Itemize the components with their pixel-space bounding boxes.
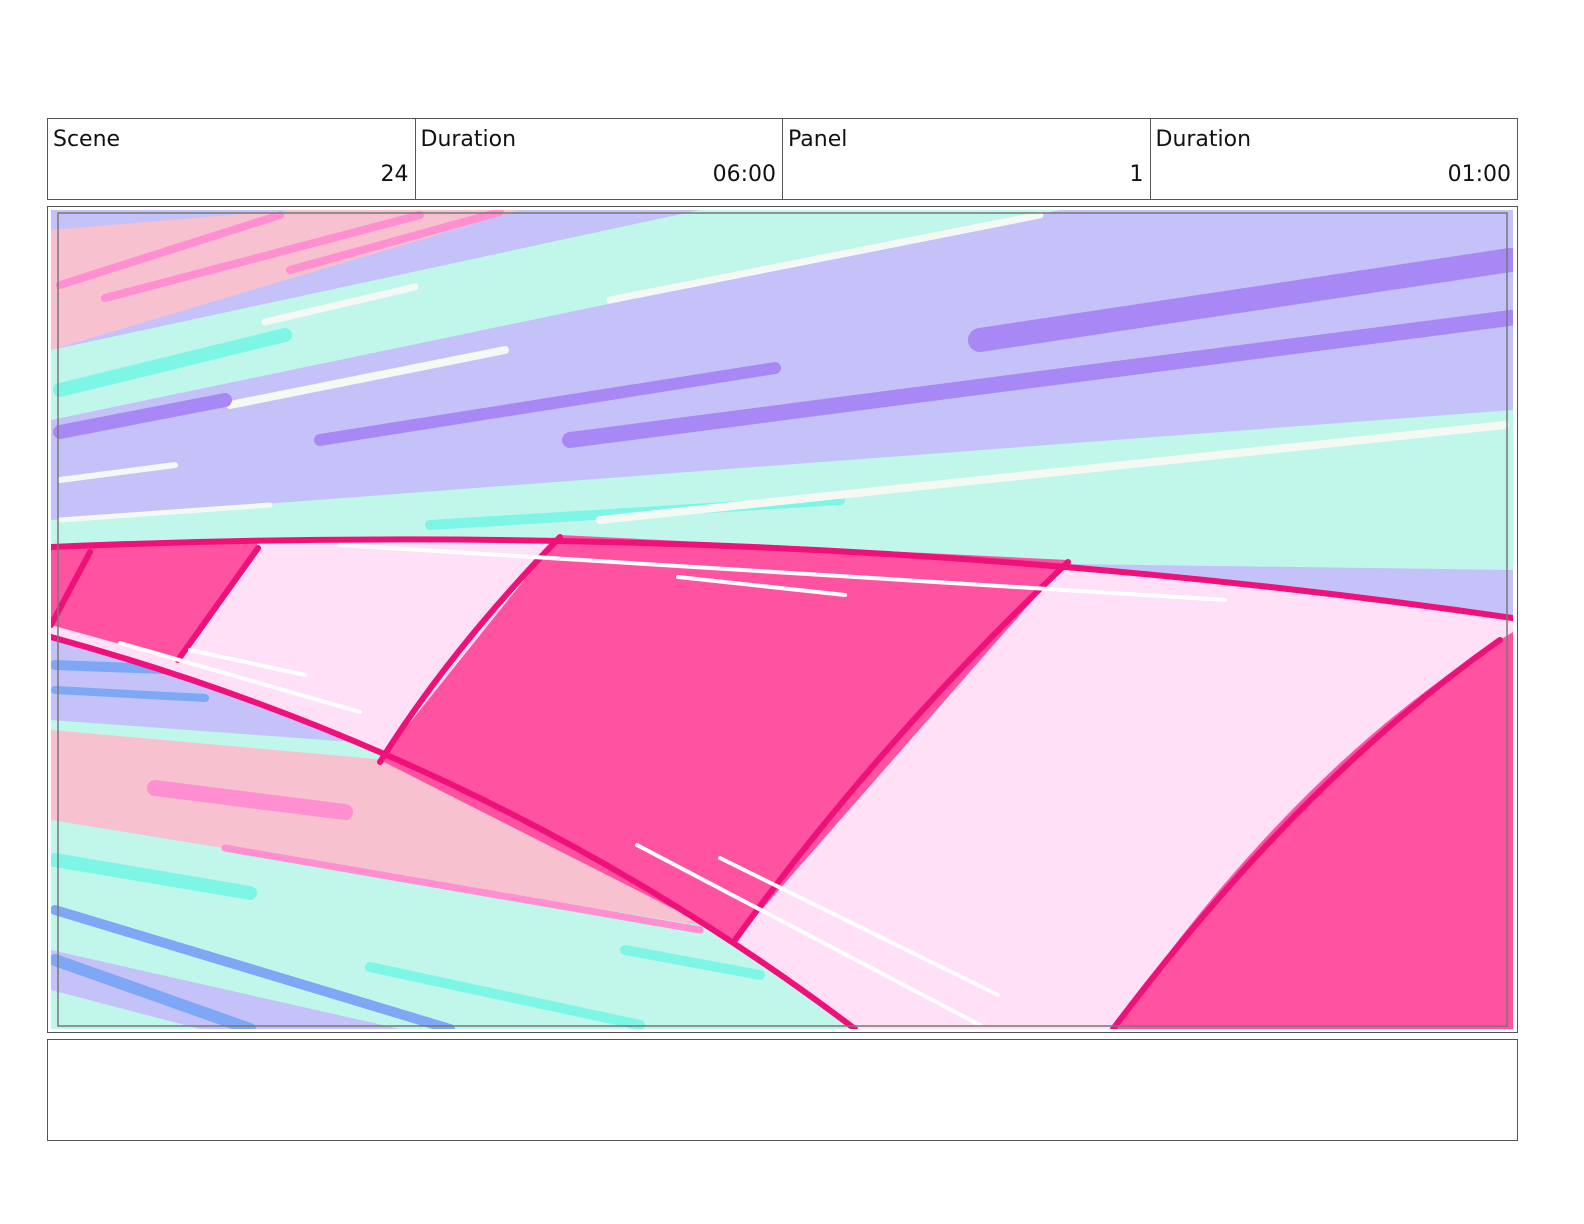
cell-label: Duration	[420, 127, 517, 152]
header-cell: Duration 01:00	[1151, 119, 1518, 199]
notes-box	[47, 1039, 1518, 1141]
header-cell: Panel 1	[783, 119, 1151, 199]
cell-label: Duration	[1155, 127, 1252, 152]
panel-frame	[47, 206, 1518, 1033]
cell-value: 06:00	[712, 162, 776, 187]
header: Scene 24 Duration 06:00 Panel 1 Duration 01:00	[47, 118, 1518, 200]
cell-label: Panel	[788, 127, 848, 152]
header-cell: Scene 24	[48, 119, 416, 199]
cell-value: 01:00	[1447, 162, 1511, 187]
cell-value: 24	[380, 162, 409, 187]
header-cell: Duration 06:00	[416, 119, 783, 199]
cell-label: Scene	[53, 127, 121, 152]
cell-value: 1	[1129, 162, 1144, 187]
panel-image	[51, 210, 1513, 1029]
